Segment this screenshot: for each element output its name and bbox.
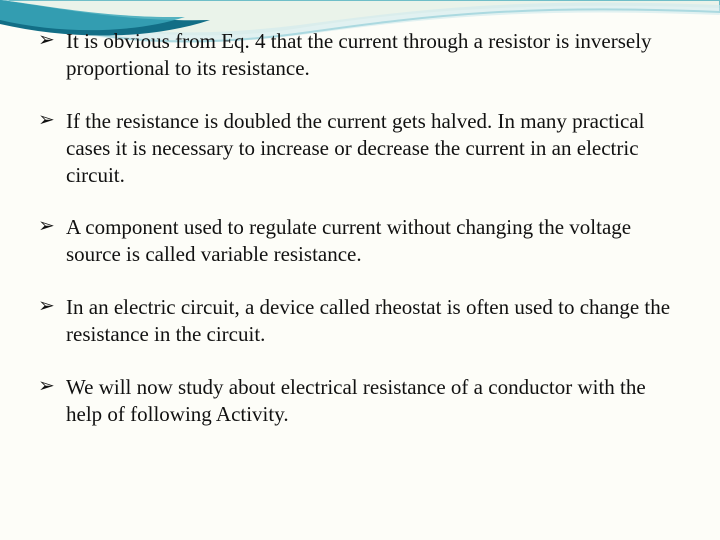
list-item: A component used to regulate current wit…	[38, 214, 682, 268]
bullet-text: If the resistance is doubled the current…	[66, 109, 644, 187]
bullet-text: We will now study about electrical resis…	[66, 375, 646, 426]
list-item: It is obvious from Eq. 4 that the curren…	[38, 28, 682, 82]
slide: It is obvious from Eq. 4 that the curren…	[0, 0, 720, 540]
bullet-list: It is obvious from Eq. 4 that the curren…	[38, 28, 682, 428]
bullet-text: It is obvious from Eq. 4 that the curren…	[66, 29, 652, 80]
list-item: In an electric circuit, a device called …	[38, 294, 682, 348]
bullet-text: A component used to regulate current wit…	[66, 215, 631, 266]
list-item: If the resistance is doubled the current…	[38, 108, 682, 189]
bullet-text: In an electric circuit, a device called …	[66, 295, 670, 346]
list-item: We will now study about electrical resis…	[38, 374, 682, 428]
content-area: It is obvious from Eq. 4 that the curren…	[0, 0, 720, 428]
